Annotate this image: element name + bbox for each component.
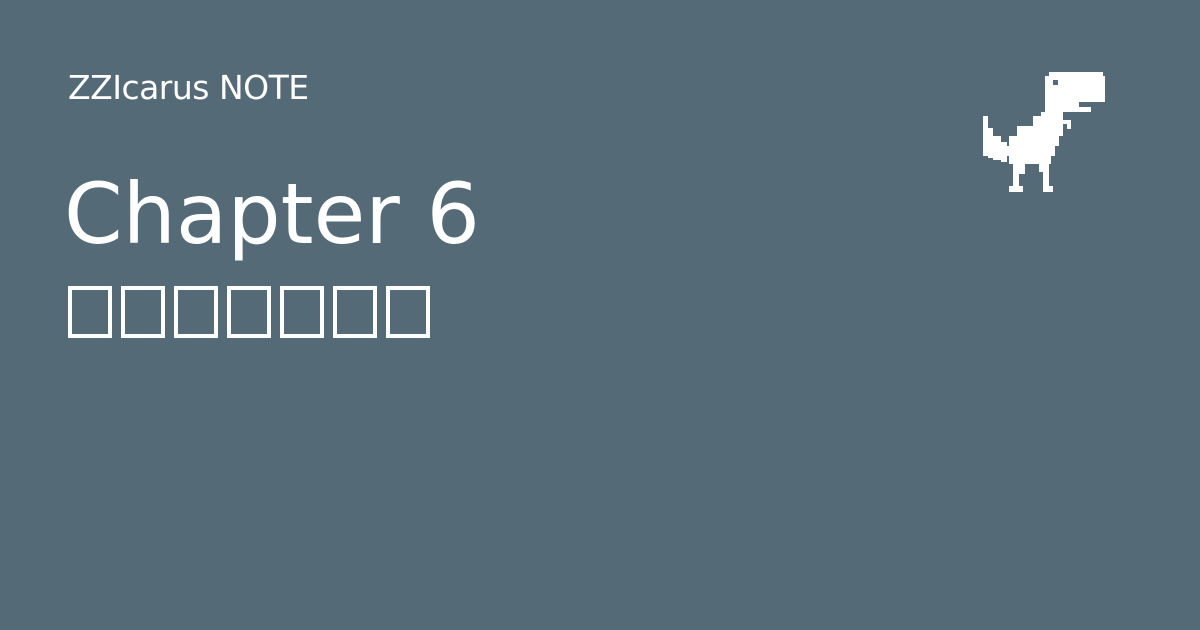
chapter-title: Chapter 6 [64,165,480,263]
pixel-dinosaur-icon [983,72,1105,192]
subtitle-glyph: □ [280,286,324,338]
subtitle-glyph: □ [68,286,112,338]
subtitle-glyph: □ [174,286,218,338]
subtitle-glyph: □ [333,286,377,338]
subtitle-glyph: □ [386,286,430,338]
brand-name: ZZIcarus NOTE [68,68,309,107]
subtitle-glyph: □ [227,286,271,338]
chapter-subtitle: □ □ □ □ □ □ □ [68,278,430,346]
subtitle-glyph: □ [121,286,165,338]
